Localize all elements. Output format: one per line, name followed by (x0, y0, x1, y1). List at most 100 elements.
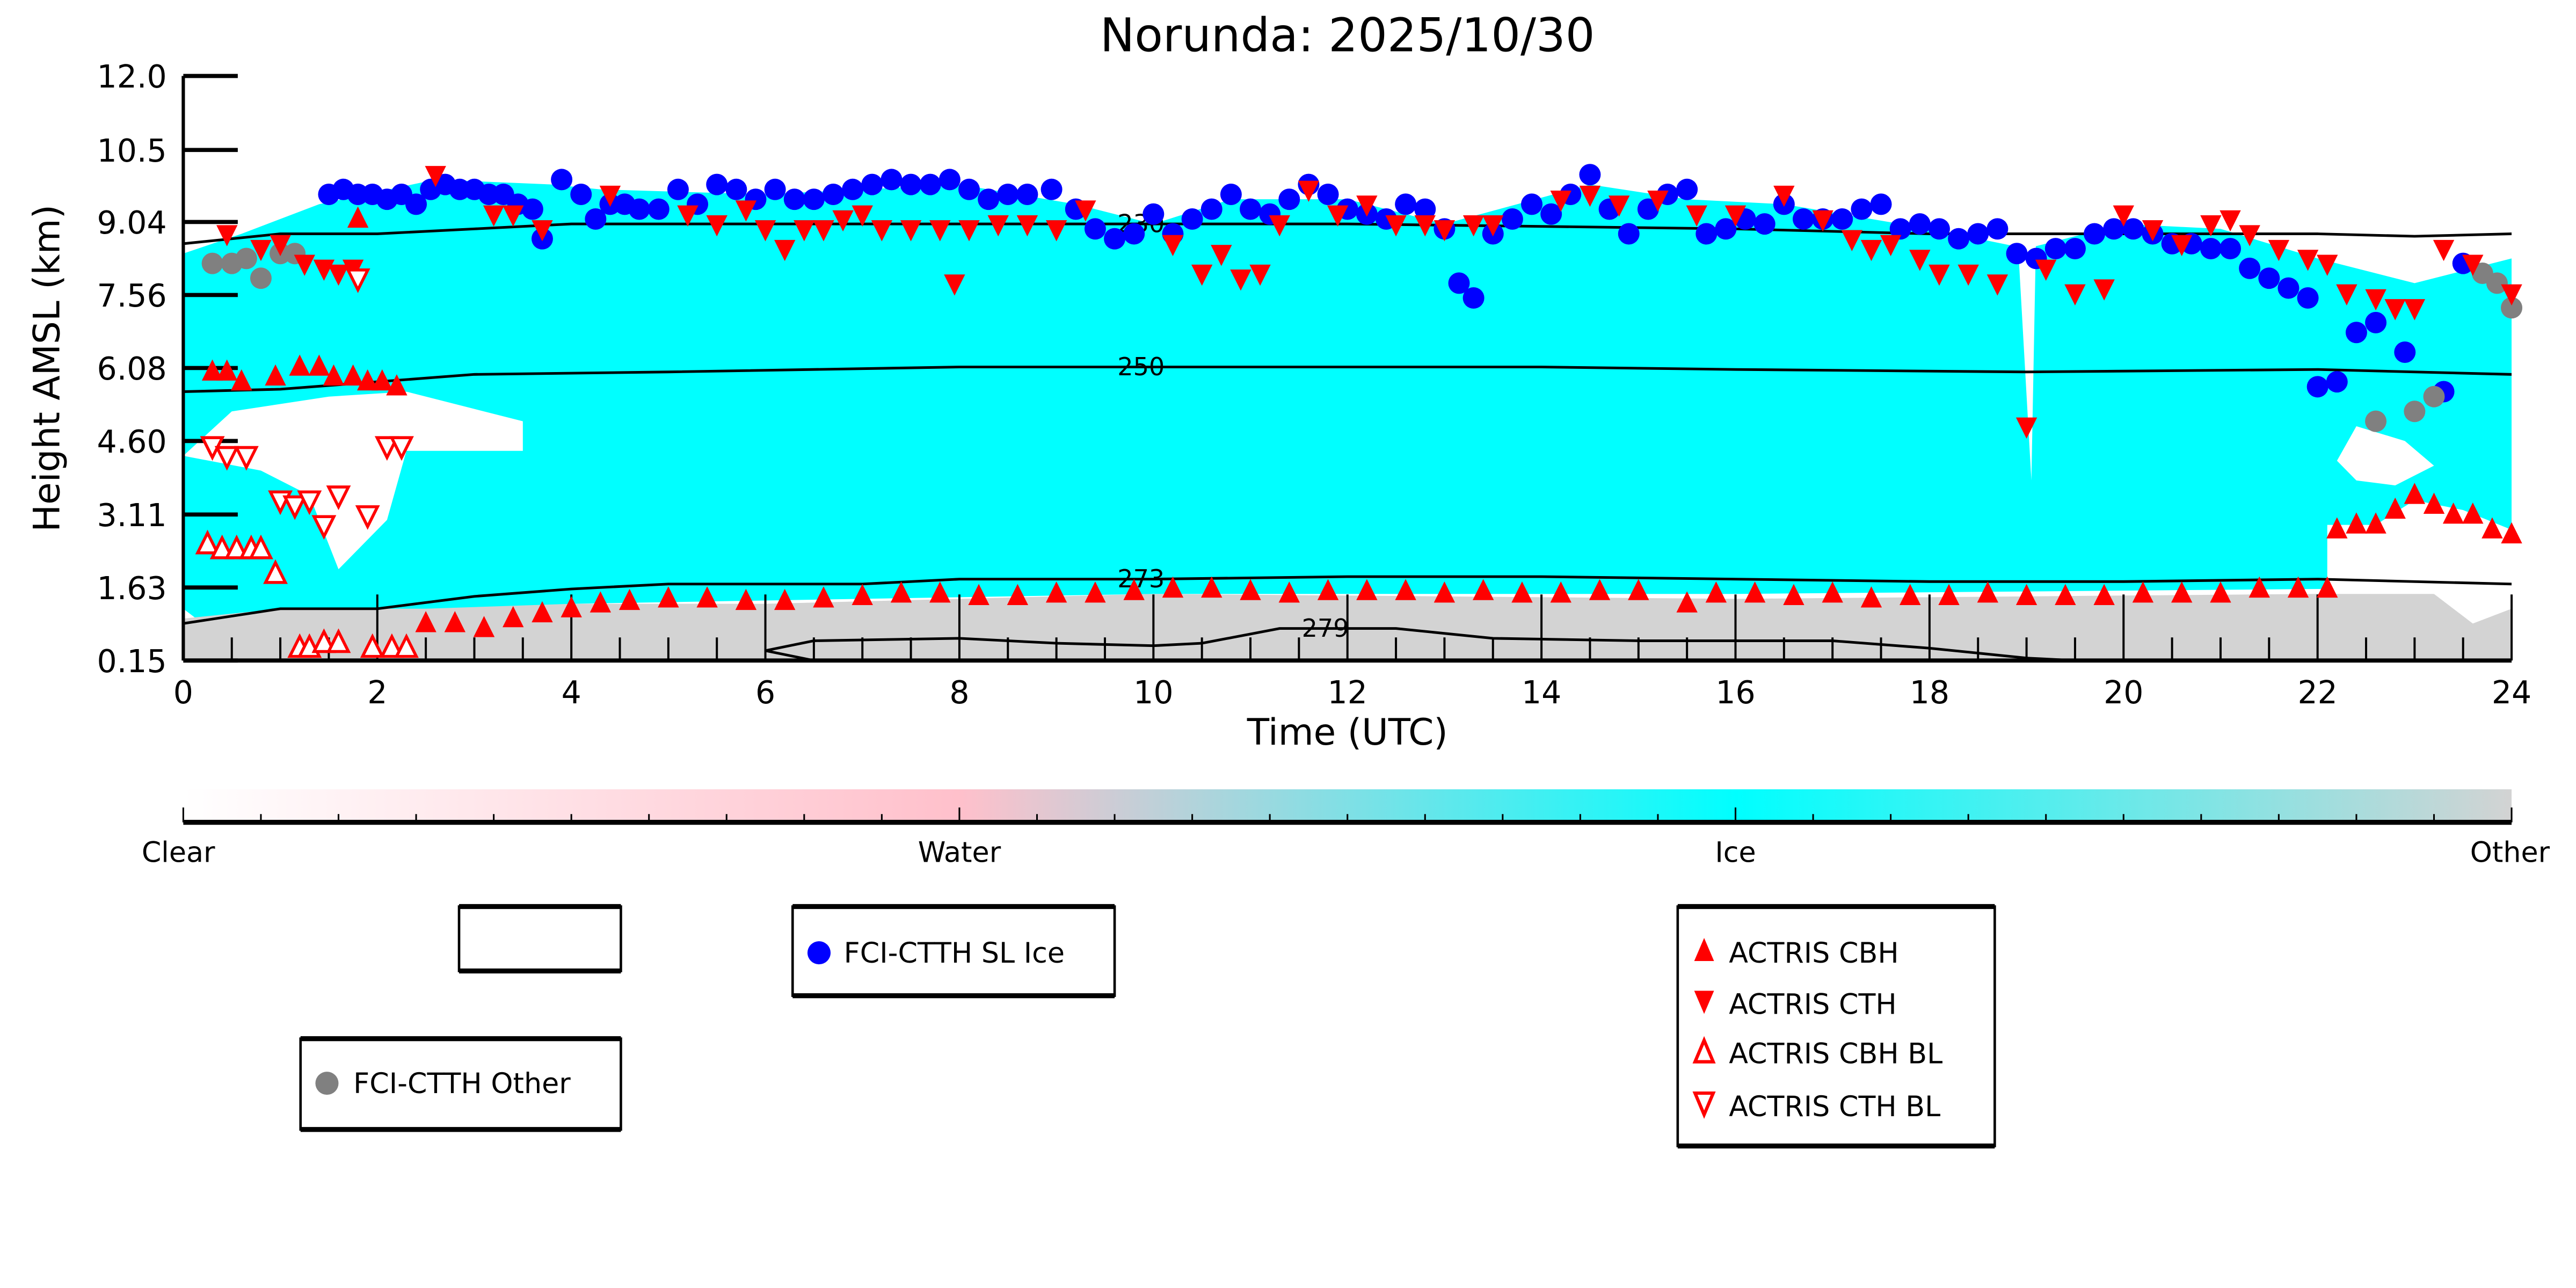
marker-fci-ctth-sl-ice (1104, 228, 1126, 250)
marker-fci-ctth-sl-ice (1540, 203, 1562, 225)
contour-label-250: 250 (1117, 352, 1165, 381)
marker-actris-cth (1647, 191, 1669, 212)
marker-actris-cth (2365, 289, 2386, 311)
marker-actris-cbh (1744, 581, 1766, 603)
marker-actris-cth (2404, 299, 2426, 321)
marker-actris-cth (1986, 274, 2009, 296)
marker-actris-cbh (929, 581, 951, 603)
marker-actris-cth (2200, 215, 2222, 237)
marker-actris-cth (706, 215, 727, 237)
classification-regions (183, 179, 2512, 661)
marker-fci-ctth-sl-ice (1395, 193, 1417, 215)
marker-fci-ctth-sl-ice (978, 188, 1000, 210)
marker-actris-cbh (372, 369, 393, 391)
marker-fci-ctth-sl-ice (842, 178, 864, 200)
marker-actris-cbh (2093, 584, 2115, 605)
marker-actris-cbh (386, 374, 407, 396)
marker-actris-cbh-bl (379, 633, 404, 658)
x-tick-label: 24 (2492, 674, 2531, 711)
marker-actris-cbh (308, 354, 330, 376)
marker-actris-cth (900, 220, 922, 242)
x-tick-label: 18 (1910, 674, 1949, 711)
marker-actris-cbh (1550, 581, 1571, 603)
colorbar-label-other: Other (2470, 836, 2550, 869)
marker-actris-cth (2113, 205, 2134, 227)
marker-actris-cbh (1783, 584, 1804, 605)
marker-actris-cbh (1705, 581, 1727, 603)
marker-fci-ctth-sl-ice (1967, 223, 1989, 245)
marker-actris-cth (794, 220, 815, 242)
marker-actris-cbh (774, 588, 796, 610)
marker-actris-cbh (1356, 579, 1378, 600)
marker-actris-cbh (444, 611, 466, 632)
marker-fci-ctth-sl-ice (1753, 213, 1775, 235)
marker-fci-ctth-sl-ice (1889, 218, 1911, 240)
marker-actris-cbh (658, 586, 679, 608)
marker-fci-ctth-other (2365, 410, 2387, 432)
marker-fci-ctth-sl-ice (551, 169, 573, 191)
marker-actris-cbh (1278, 581, 1300, 603)
marker-actris-cth (929, 220, 951, 242)
contour-line-273 (183, 575, 2512, 625)
marker-actris-cbh (2326, 517, 2348, 539)
marker-actris-cbh-bl (263, 559, 288, 584)
filled-triangle-up-icon (1694, 937, 1714, 962)
marker-actris-cbh (968, 584, 989, 605)
marker-actris-cth (1482, 215, 1504, 237)
chart-title: Norunda: 2025/10/30 (1100, 9, 1595, 62)
marker-actris-cbh (1162, 576, 1184, 598)
marker-fci-ctth-sl-ice (997, 183, 1019, 205)
marker-actris-cbh (2171, 581, 2193, 603)
y-tick-label: 4.60 (97, 424, 167, 460)
marker-actris-cbh (1628, 579, 1649, 600)
marker-actris-cbh (1240, 579, 1261, 600)
y-tick-label: 9.04 (97, 205, 167, 241)
marker-actris-cth (832, 210, 854, 232)
marker-actris-cbh-bl (195, 529, 220, 555)
marker-actris-cth (677, 205, 698, 227)
marker-fci-ctth-sl-ice (900, 173, 922, 195)
marker-fci-ctth-sl-ice (1317, 183, 1339, 205)
marker-actris-cbh (1860, 586, 1882, 608)
marker-actris-cth-bl (326, 485, 351, 511)
marker-actris-cth (294, 254, 315, 276)
marker-actris-cth (1249, 264, 1271, 286)
marker-fci-ctth-sl-ice (1637, 198, 1659, 220)
marker-actris-cbh (201, 359, 223, 381)
legend-label: FCI-CTTH Other (353, 1067, 571, 1100)
marker-actris-cbh (1822, 581, 1843, 603)
marker-fci-ctth-sl-ice (2345, 322, 2367, 344)
marker-fci-ctth-sl-ice (1084, 218, 1106, 240)
blue-circle-icon (807, 941, 831, 965)
marker-actris-cth (1269, 215, 1290, 237)
marker-fci-ctth-sl-ice (2006, 243, 2028, 265)
legend-fci-other: FCI-CTTH Other (299, 1036, 622, 1132)
marker-actris-cth (2093, 279, 2115, 301)
marker-actris-cbh (1433, 581, 1456, 603)
x-tick-label: 20 (2104, 674, 2143, 711)
marker-actris-cbh (696, 586, 718, 608)
marker-actris-cth (1929, 264, 1950, 286)
marker-actris-cbh-bl (360, 633, 385, 658)
x-tick-label: 10 (1133, 674, 1173, 711)
marker-fci-ctth-sl-ice (1143, 203, 1165, 225)
marker-actris-cbh (1201, 576, 1222, 598)
marker-fci-ctth-sl-ice (2277, 277, 2300, 299)
marker-actris-cbh (590, 591, 612, 613)
marker-actris-cbh (2346, 512, 2367, 534)
marker-fci-ctth-sl-ice (585, 208, 607, 230)
marker-actris-cth-bl (214, 446, 239, 471)
marker-fci-ctth-sl-ice (667, 178, 689, 200)
marker-fci-ctth-sl-ice (1831, 208, 1853, 230)
colorbar-label-clear: Clear (142, 836, 215, 869)
marker-actris-cbh (1589, 579, 1611, 600)
legend-label: ACTRIS CBH (1729, 937, 1898, 970)
colorbar-label-water: Water (918, 836, 1001, 869)
marker-actris-cth (2433, 239, 2455, 261)
marker-actris-cth (270, 235, 291, 257)
marker-actris-cth (1211, 245, 1232, 266)
marker-fci-ctth-sl-ice (2044, 238, 2066, 260)
marker-fci-ctth-other (2404, 401, 2426, 423)
marker-fci-ctth-sl-ice (783, 188, 805, 210)
